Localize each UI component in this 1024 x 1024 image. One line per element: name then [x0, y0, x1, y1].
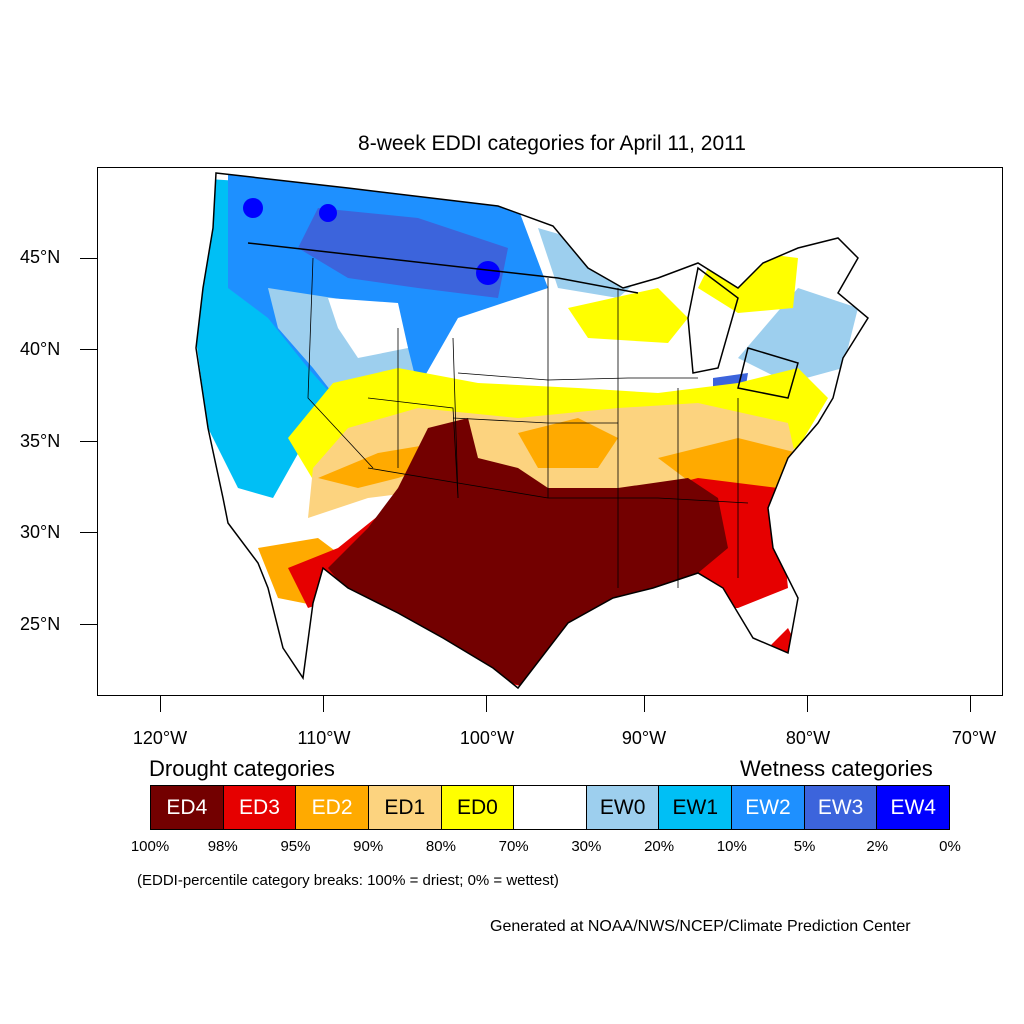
lon-label-80w: 80°W [785, 728, 831, 748]
wetness-categories-heading: Wetness categories [740, 756, 933, 781]
lat-tick [80, 349, 97, 350]
legend-box-ed3: ED3 [223, 786, 297, 829]
legend-color-bar: ED4 ED3 ED2 ED1 ED0 EW0 EW1 EW2 EW3 EW4 [150, 785, 950, 830]
lon-tick [486, 696, 487, 712]
legend-box-ew4: EW4 [877, 786, 950, 829]
lon-label-70w: 70°W [951, 728, 997, 748]
eddi-map [195, 172, 869, 690]
legend-break-label: 90% [353, 838, 384, 855]
lat-tick [80, 624, 97, 625]
lon-label-120w: 120°W [132, 728, 188, 748]
legend-break-label: 20% [644, 838, 675, 855]
lon-tick [160, 696, 161, 712]
legend-box-ed0: ED0 [441, 786, 515, 829]
legend-box-ew3: EW3 [804, 786, 878, 829]
legend-box-ew0: EW0 [586, 786, 660, 829]
legend-box-ed2: ED2 [296, 786, 369, 829]
legend-break-label: 70% [498, 838, 529, 855]
lon-tick [644, 696, 645, 712]
legend-box-ed1: ED1 [368, 786, 442, 829]
legend-box-ew2: EW2 [732, 786, 805, 829]
credit-line: Generated at NOAA/NWS/NCEP/Climate Predi… [490, 918, 911, 935]
lon-label-100w: 100°W [459, 728, 515, 748]
lat-label-35: 35°N [20, 431, 61, 451]
lon-tick [807, 696, 808, 712]
lat-tick [80, 258, 97, 259]
legend-break-label: 5% [793, 838, 816, 855]
legend-break-label: 98% [207, 838, 238, 855]
lon-label-90w: 90°W [621, 728, 667, 748]
lat-label-40: 40°N [20, 339, 61, 359]
legend-break-label: 10% [716, 838, 747, 855]
legend-box-ed4: ED4 [151, 786, 224, 829]
lat-label-25: 25°N [20, 614, 61, 634]
coastline-outline [195, 172, 869, 690]
legend-break-label: 95% [280, 838, 311, 855]
legend-break-label: 2% [866, 838, 889, 855]
breaks-note: (EDDI-percentile category breaks: 100% =… [137, 872, 559, 889]
legend-break-label: 80% [425, 838, 456, 855]
eddi-category-fill [196, 173, 868, 688]
state-borders [307, 257, 749, 588]
lon-label-110w: 110°W [297, 728, 351, 748]
map-panel [97, 167, 1003, 696]
map-title: 8-week EDDI categories for April 11, 201… [358, 132, 746, 155]
lon-tick [970, 696, 971, 712]
legend-box-neutral [514, 786, 587, 829]
lat-tick [80, 532, 97, 533]
legend-break-label: 100% [130, 838, 170, 855]
lat-label-30: 30°N [20, 522, 61, 542]
lon-tick [323, 696, 324, 712]
legend-break-label: 0% [939, 838, 961, 855]
legend-box-ew1: EW1 [659, 786, 733, 829]
legend-break-label: 30% [571, 838, 602, 855]
lat-label-45: 45°N [20, 247, 61, 267]
drought-categories-heading: Drought categories [149, 756, 335, 781]
lat-tick [80, 441, 97, 442]
